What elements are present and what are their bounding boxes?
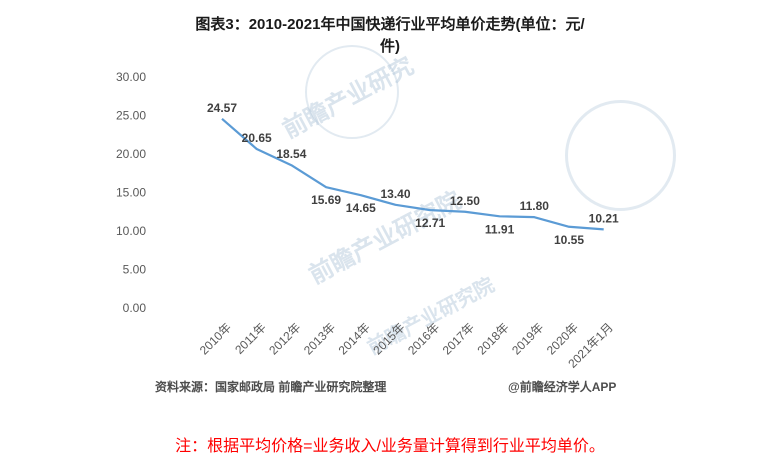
data-point-label: 18.54 <box>276 147 306 161</box>
y-axis-tick: 10.00 <box>116 224 146 238</box>
line-series <box>221 117 604 231</box>
data-point-label: 10.55 <box>554 233 584 247</box>
data-point-label: 12.50 <box>450 194 480 208</box>
y-axis-tick: 0.00 <box>123 301 147 315</box>
data-point-label: 20.65 <box>242 131 272 145</box>
x-axis-tick: 2012年 <box>266 320 303 357</box>
x-axis-tick: 2013年 <box>301 320 338 357</box>
chart-title-line1: 图表3：2010-2021年中国快递行业平均单价走势(单位：元/ <box>195 16 585 33</box>
y-axis-tick: 30.00 <box>116 70 146 84</box>
data-point-label: 13.40 <box>380 187 410 201</box>
data-source-label: 资料来源：国家邮政局 前瞻产业研究院整理 <box>155 380 387 394</box>
y-axis-tick: 20.00 <box>116 147 146 161</box>
footnote: 注：根据平均价格=业务收入/业务量计算得到行业平均单价。 <box>175 438 605 455</box>
chart-title: 图表3：2010-2021年中国快递行业平均单价走势(单位：元/ 件) <box>0 14 780 58</box>
x-axis-tick: 2017年 <box>440 320 477 357</box>
data-point-label: 15.69 <box>311 193 341 207</box>
data-point-label: 10.21 <box>589 211 619 225</box>
x-axis-tick: 2018年 <box>474 320 511 357</box>
credit-label: @前瞻经济学人APP <box>508 380 617 394</box>
price-trend-line-chart: 0.005.0010.0015.0020.0025.0030.002010年20… <box>116 70 619 371</box>
y-axis-tick: 25.00 <box>116 109 146 123</box>
data-point-label: 11.91 <box>485 222 515 236</box>
chart-area: 0.00 5.00 10.00 15.00 20.00 25.00 30.00 2010年 20… <box>100 60 730 390</box>
y-axis-tick: 15.00 <box>116 186 146 200</box>
x-axis-tick: 2010年 <box>197 320 234 357</box>
data-point-label: 24.57 <box>207 101 237 115</box>
data-point-label: 11.80 <box>520 199 550 213</box>
data-point-label: 12.71 <box>415 216 445 230</box>
x-axis-tick: 2019年 <box>509 320 546 357</box>
x-axis-tick: 2016年 <box>405 320 442 357</box>
x-axis-tick: 2015年 <box>370 320 407 357</box>
x-axis-tick: 2014年 <box>336 320 373 357</box>
chart-title-line2: 件) <box>380 37 400 55</box>
x-axis-tick: 2011年 <box>232 320 269 357</box>
data-point-label: 14.65 <box>346 201 376 215</box>
y-axis-tick: 5.00 <box>123 263 147 277</box>
